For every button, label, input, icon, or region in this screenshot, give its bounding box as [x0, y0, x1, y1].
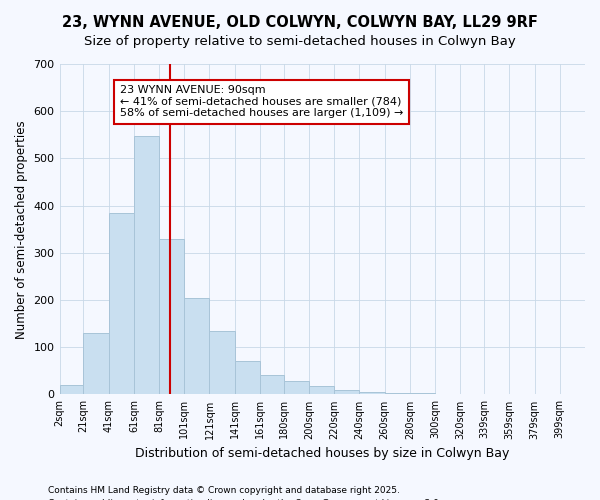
Bar: [134, 136, 159, 394]
Y-axis label: Number of semi-detached properties: Number of semi-detached properties: [15, 120, 28, 338]
Text: Size of property relative to semi-detached houses in Colwyn Bay: Size of property relative to semi-detach…: [84, 35, 516, 48]
Bar: [334, 390, 359, 394]
Bar: [59, 385, 83, 394]
Bar: [209, 330, 235, 394]
Text: 23 WYNN AVENUE: 90sqm
← 41% of semi-detached houses are smaller (784)
58% of sem: 23 WYNN AVENUE: 90sqm ← 41% of semi-deta…: [120, 85, 403, 118]
Text: Contains HM Land Registry data © Crown copyright and database right 2025.: Contains HM Land Registry data © Crown c…: [48, 486, 400, 495]
Bar: [83, 333, 109, 394]
Text: 23, WYNN AVENUE, OLD COLWYN, COLWYN BAY, LL29 9RF: 23, WYNN AVENUE, OLD COLWYN, COLWYN BAY,…: [62, 15, 538, 30]
Bar: [184, 298, 209, 394]
Bar: [359, 392, 385, 394]
Bar: [159, 238, 184, 394]
Bar: [309, 386, 334, 394]
Bar: [284, 381, 309, 394]
Text: Contains public sector information licensed under the Open Government Licence v3: Contains public sector information licen…: [48, 498, 442, 500]
Bar: [385, 393, 410, 394]
Bar: [109, 212, 134, 394]
Bar: [260, 374, 284, 394]
Bar: [235, 362, 260, 394]
X-axis label: Distribution of semi-detached houses by size in Colwyn Bay: Distribution of semi-detached houses by …: [135, 447, 509, 460]
